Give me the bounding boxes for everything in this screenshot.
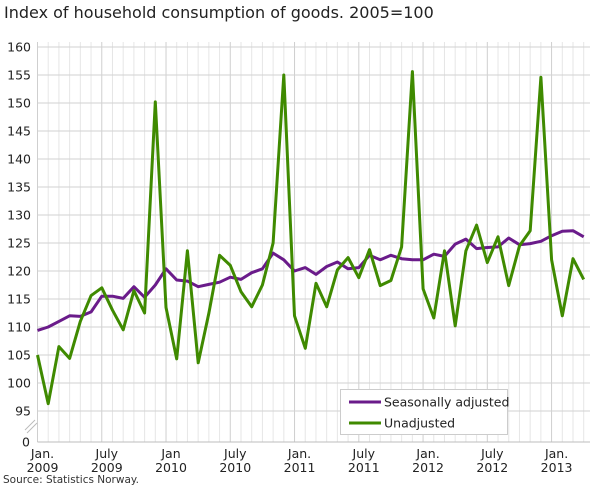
x-tick-label: July	[95, 446, 119, 461]
x-tick-label: July	[223, 446, 247, 461]
x-tick-label: 2010	[155, 460, 187, 475]
y-tick-label: 105	[7, 348, 31, 363]
x-tick-label: Jan	[160, 446, 180, 461]
x-tick-label: Jan.	[287, 446, 311, 461]
x-tick-label: Jan.	[544, 446, 568, 461]
y-tick-label: 125	[7, 236, 31, 251]
series-line-unadjusted	[36, 70, 586, 406]
y-tick-label: 150	[7, 96, 31, 111]
x-tick-label: 2013	[541, 460, 573, 475]
y-tick-label: 0	[22, 435, 30, 450]
x-tick-label: July	[352, 446, 376, 461]
x-tick-label: Jan.	[30, 446, 54, 461]
y-tick-label: 110	[7, 320, 31, 335]
y-tick-label: 100	[7, 376, 31, 391]
y-tick-label: 130	[7, 208, 31, 223]
x-tick-label: 2011	[284, 460, 316, 475]
x-tick-label: Jan.	[415, 446, 439, 461]
x-tick-label: 2009	[91, 460, 123, 475]
y-tick-label: 95	[15, 404, 31, 419]
x-tick-label: 2010	[219, 460, 251, 475]
y-tick-label: 160	[7, 40, 31, 55]
x-tick-label: July	[480, 446, 504, 461]
y-tick-label: 120	[7, 264, 31, 279]
x-tick-label: 2011	[348, 460, 380, 475]
y-tick-label: 155	[7, 68, 31, 83]
y-tick-label: 140	[7, 152, 31, 167]
x-tick-label: 2009	[27, 460, 59, 475]
x-tick-label: 2012	[412, 460, 444, 475]
x-tick-label: 2012	[476, 460, 508, 475]
axis-break-mark	[24, 419, 36, 431]
chart-title: Index of household consumption of goods.…	[4, 3, 434, 22]
legend	[340, 389, 508, 435]
source-note: Source: Statistics Norway.	[3, 474, 139, 486]
y-tick-label: 135	[7, 180, 31, 195]
y-tick-label: 115	[7, 292, 31, 307]
axis-break-mark	[26, 422, 38, 434]
y-tick-label: 145	[7, 124, 31, 139]
legend-label: Unadjusted	[384, 416, 455, 431]
legend-label: Seasonally adjusted	[384, 395, 509, 410]
